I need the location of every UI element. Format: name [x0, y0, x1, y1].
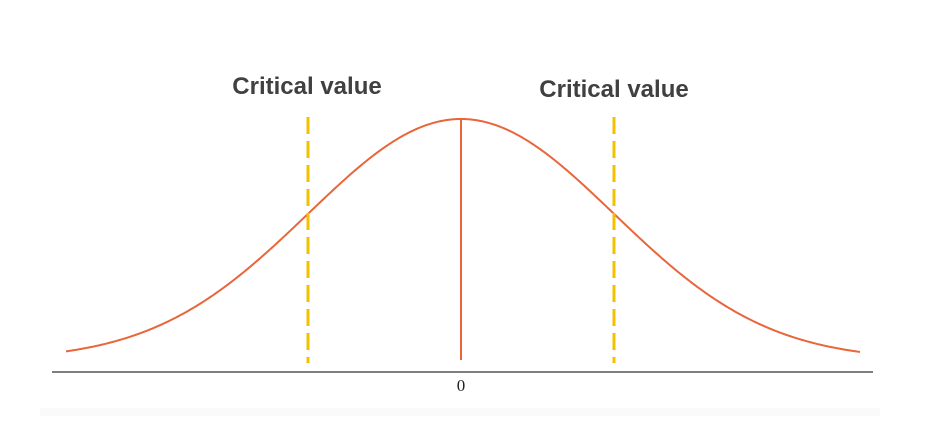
center-zero-label: 0 — [457, 376, 466, 395]
bottom-band — [40, 408, 880, 416]
left-critical-label: Critical value — [232, 73, 381, 100]
right-critical-label: Critical value — [539, 76, 688, 103]
bell-curve — [65, 118, 861, 353]
